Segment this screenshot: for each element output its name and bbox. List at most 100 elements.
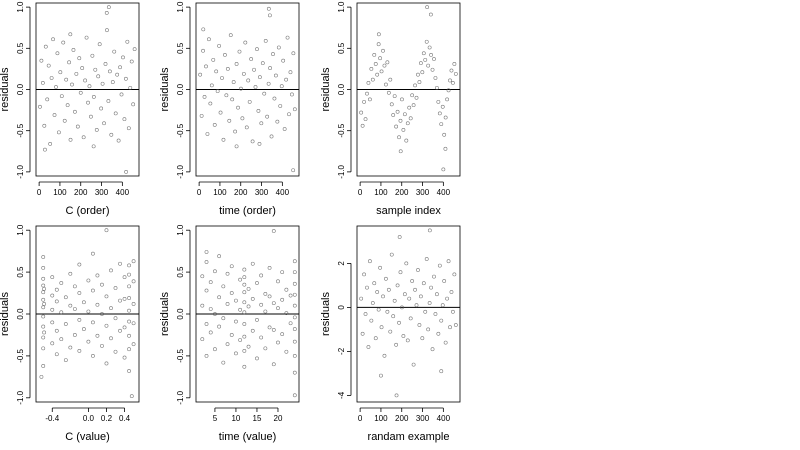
- y-axis-title: residuals: [320, 291, 332, 336]
- data-point: [372, 53, 377, 57]
- data-point: [423, 57, 428, 62]
- data-point: [360, 123, 365, 128]
- x-tick-label: 0: [37, 188, 42, 197]
- data-point: [368, 97, 372, 102]
- data-point: [410, 93, 415, 98]
- data-point: [446, 259, 451, 264]
- y-tick-label: 0.5: [337, 42, 346, 54]
- data-point: [452, 62, 457, 66]
- data-point: [131, 102, 136, 107]
- data-point: [279, 84, 284, 89]
- data-point: [413, 83, 417, 88]
- data-point: [292, 315, 297, 320]
- data-point: [445, 97, 449, 102]
- data-point: [104, 323, 109, 328]
- x-tick-label: 400: [276, 188, 290, 197]
- y-tick-label: 0.0: [176, 308, 185, 320]
- x-tick-label: 200: [74, 188, 88, 197]
- data-point: [72, 307, 77, 311]
- data-point: [86, 339, 91, 344]
- data-point: [204, 322, 209, 326]
- x-tick-label: -0.4: [45, 414, 59, 423]
- x-tick-label: 100: [374, 188, 388, 197]
- data-point: [106, 99, 111, 103]
- data-point: [238, 338, 243, 342]
- data-point: [372, 281, 377, 286]
- data-point: [362, 272, 366, 277]
- data-point: [56, 130, 61, 135]
- data-point: [284, 349, 289, 354]
- x-axis-title: sample index: [376, 205, 441, 217]
- x-tick-label: 400: [437, 414, 451, 423]
- data-point: [414, 303, 419, 308]
- data-point: [263, 346, 268, 351]
- data-point: [242, 364, 247, 369]
- data-point: [271, 229, 276, 233]
- data-point: [234, 298, 238, 303]
- data-point: [432, 274, 436, 279]
- y-axis-title: residuals: [159, 291, 171, 336]
- data-point: [225, 302, 230, 306]
- data-point: [394, 342, 399, 347]
- data-point: [99, 106, 104, 111]
- y-tick-label: -1.0: [176, 390, 185, 404]
- data-point: [41, 297, 46, 302]
- y-tick-label: 1.0: [337, 1, 346, 13]
- data-point: [41, 346, 46, 351]
- data-point: [221, 316, 226, 321]
- data-point: [272, 96, 277, 101]
- data-point: [39, 58, 44, 63]
- data-point: [363, 117, 368, 122]
- data-point: [397, 320, 401, 325]
- data-point: [238, 277, 243, 282]
- data-point: [204, 354, 209, 358]
- data-point: [411, 362, 416, 367]
- data-point: [425, 5, 430, 10]
- data-point: [118, 328, 122, 333]
- data-point: [59, 337, 64, 342]
- data-point: [127, 308, 131, 313]
- data-point: [68, 303, 73, 308]
- data-point: [292, 354, 297, 358]
- x-axis-title: randam example: [368, 431, 450, 443]
- data-point: [397, 235, 402, 239]
- data-point: [42, 302, 47, 306]
- data-point: [268, 66, 272, 70]
- data-point: [360, 331, 365, 336]
- data-point: [449, 290, 454, 294]
- data-point: [125, 39, 130, 44]
- data-point: [435, 292, 439, 297]
- data-point: [127, 284, 131, 289]
- data-point: [127, 347, 131, 352]
- data-point: [441, 167, 446, 172]
- data-point: [266, 6, 271, 11]
- data-point: [233, 129, 238, 134]
- data-point: [424, 257, 429, 261]
- data-point: [452, 272, 457, 277]
- data-point: [41, 276, 46, 281]
- x-tick-label: 5: [213, 414, 218, 423]
- data-point: [239, 86, 243, 91]
- y-tick-label: -0.5: [337, 123, 346, 137]
- data-point: [50, 307, 55, 312]
- data-point: [384, 82, 388, 87]
- data-point: [49, 76, 54, 80]
- data-point: [221, 360, 226, 365]
- data-point: [401, 127, 406, 132]
- y-tick-label: 0.5: [16, 42, 25, 54]
- data-point: [131, 321, 136, 326]
- data-point: [442, 279, 447, 283]
- data-point: [382, 353, 387, 358]
- data-point: [131, 279, 136, 284]
- data-point: [256, 109, 261, 113]
- scatter-panel-2: 0 100 200 300 400 -1.0 -0.5 0.0 0.5 1.0 time (orde…: [159, 1, 300, 217]
- data-point: [259, 302, 264, 307]
- data-point: [71, 48, 76, 52]
- data-point: [451, 309, 455, 314]
- data-point: [86, 309, 91, 314]
- data-point: [67, 60, 71, 65]
- x-tick-label: 10: [231, 414, 240, 423]
- data-point: [221, 137, 226, 142]
- data-point: [394, 393, 399, 398]
- data-point: [259, 335, 264, 340]
